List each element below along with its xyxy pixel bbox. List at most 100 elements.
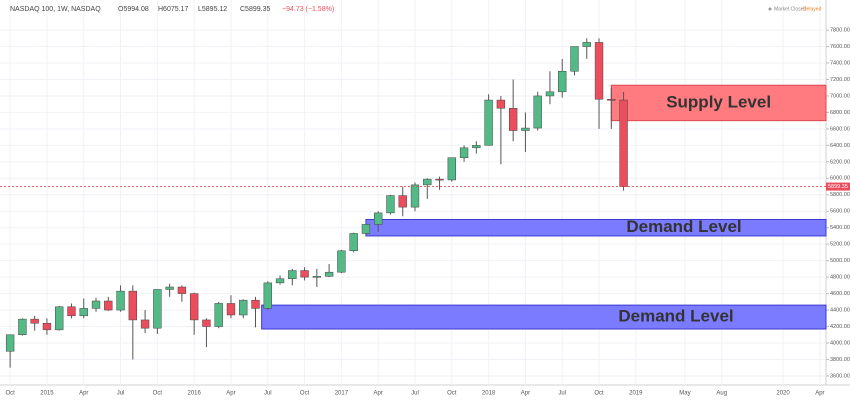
y-tick-label: 5600.00 — [830, 209, 850, 215]
y-tick-label: 6800.00 — [830, 110, 850, 116]
header-close: C5899.35 — [240, 6, 270, 13]
x-tick-label: Jul — [411, 391, 419, 397]
header-open: O5994.08 — [118, 6, 149, 13]
candle-body — [5, 334, 15, 352]
candle-body — [447, 157, 456, 181]
y-tick-label: 4800.00 — [830, 275, 850, 281]
x-tick-label: Oct — [153, 391, 163, 397]
y-tick-label: 6000.00 — [830, 176, 850, 182]
candle-body — [214, 303, 223, 327]
candle-body — [459, 147, 469, 158]
candle-body — [337, 250, 346, 273]
candle-body — [349, 233, 358, 252]
candle-body — [42, 322, 52, 331]
candle-body — [91, 300, 101, 309]
y-tick-label: 4000.00 — [830, 340, 850, 346]
candle-body — [226, 303, 236, 316]
candle-body — [239, 299, 248, 316]
x-tick-label: Jul — [558, 391, 566, 397]
candle-body — [300, 270, 309, 278]
y-tick-label: 4600.00 — [830, 291, 850, 297]
candle-body — [410, 184, 420, 208]
x-tick-label: Apr — [226, 391, 235, 397]
x-tick-label: Oct — [594, 391, 604, 397]
y-tick-label: 6200.00 — [830, 159, 850, 165]
zone-label: Demand Level — [618, 307, 733, 326]
x-tick-label: 2018 — [482, 391, 496, 397]
x-tick-label: May — [679, 391, 690, 397]
y-tick-label: 4200.00 — [830, 324, 850, 330]
candle-body — [472, 145, 481, 149]
zone — [610, 84, 827, 122]
header-delay: Delayed — [803, 6, 822, 12]
y-tick-label: 5200.00 — [830, 242, 850, 248]
y-tick-label: 7000.00 — [830, 93, 850, 99]
candle-body — [189, 293, 199, 321]
zone-label: Supply Level — [666, 92, 771, 111]
candle-body — [423, 178, 432, 186]
x-tick-label: Apr — [815, 391, 824, 397]
candle-body — [398, 195, 407, 208]
candle-body — [484, 99, 493, 146]
x-tick-label: Jul — [264, 391, 272, 397]
x-tick-label: Oct — [447, 391, 457, 397]
header-high: H6075.17 — [158, 6, 188, 13]
last-price-box — [826, 182, 850, 191]
candle-body — [558, 70, 567, 93]
candle-body — [55, 306, 64, 331]
x-tick-label: Apr — [79, 391, 88, 397]
x-tick-label: Oct — [300, 391, 310, 397]
y-tick-label: 5800.00 — [830, 192, 850, 198]
header-low: L5895.12 — [198, 6, 227, 13]
candle-body — [435, 178, 444, 181]
y-tick-label: 3800.00 — [830, 357, 850, 363]
candle-body — [324, 271, 334, 277]
candle-body — [104, 300, 113, 311]
x-tick-label: 2019 — [629, 391, 643, 397]
candle-body — [251, 299, 260, 309]
header-status: Market Closed — [774, 6, 806, 12]
zone-label: Demand Level — [626, 217, 741, 236]
candle-body — [582, 42, 591, 47]
x-tick-label: 2020 — [776, 391, 790, 397]
candle-body — [153, 289, 162, 329]
candle-body — [202, 319, 211, 327]
candle-body — [508, 108, 518, 131]
candle-body — [521, 127, 530, 131]
y-tick-label: 4400.00 — [830, 308, 850, 314]
y-tick-label: 6600.00 — [830, 126, 850, 132]
y-tick-label: 7800.00 — [830, 28, 850, 34]
last-price-label: 5899.35 — [828, 184, 848, 190]
candle-body — [545, 91, 555, 97]
candle-body — [361, 224, 371, 234]
x-tick-label: 2015 — [40, 391, 54, 397]
candle-body — [374, 212, 383, 225]
x-tick-label: Aug — [716, 391, 727, 397]
candle-body — [18, 318, 27, 336]
y-tick-label: 3600.00 — [830, 373, 850, 379]
zone — [365, 218, 827, 237]
y-tick-label: 7400.00 — [830, 60, 850, 66]
candle-body — [140, 319, 150, 329]
candle-body — [607, 98, 616, 101]
header-symbol: NASDAQ 100, 1W, NASDAQ — [10, 6, 101, 13]
candle-body — [116, 290, 125, 311]
x-tick-label: Apr — [521, 391, 530, 397]
candle-body — [275, 278, 285, 284]
candle-body — [263, 282, 272, 309]
candle-body — [312, 276, 322, 278]
candle-body — [288, 270, 297, 280]
x-tick-label: Apr — [374, 391, 383, 397]
candle-body — [619, 99, 628, 187]
status-dot — [768, 7, 772, 11]
y-tick-label: 7600.00 — [830, 44, 850, 50]
x-tick-label: 2017 — [335, 391, 349, 397]
candle-body — [30, 318, 39, 324]
y-tick-label: 5400.00 — [830, 225, 850, 231]
candle-body — [177, 286, 187, 294]
x-tick-label: Jul — [117, 391, 125, 397]
y-tick-label: 6400.00 — [830, 143, 850, 149]
candle-body — [570, 46, 579, 72]
